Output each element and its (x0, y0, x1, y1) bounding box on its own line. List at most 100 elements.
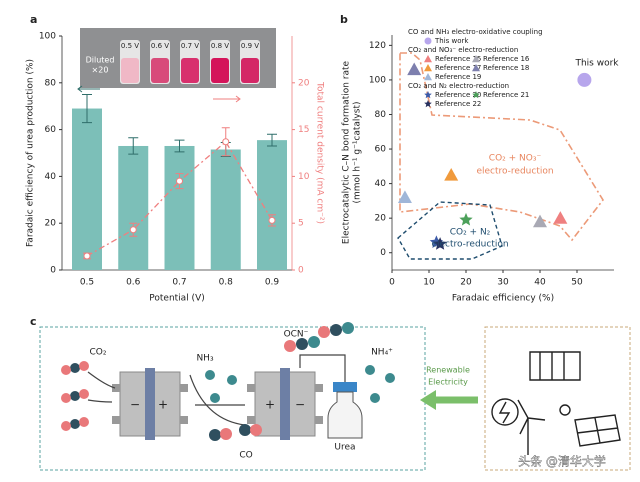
y-axis-label: (mmol h⁻¹ g⁻¹catalyst) (353, 102, 363, 204)
point (129, 226, 137, 234)
y-tick-label: 80 (45, 78, 57, 88)
y2-axis-label: Total current density (mA cm⁻²) (315, 81, 325, 224)
diagram-label: − (295, 398, 305, 412)
panel-label: c (30, 315, 37, 328)
inset-note: ×20 (92, 66, 109, 75)
y-tick-label: 40 (375, 179, 387, 189)
point (222, 138, 230, 146)
annotation: This work (574, 59, 619, 69)
point (268, 216, 276, 224)
x-tick-label: 50 (571, 278, 583, 288)
electrolyzer (112, 368, 323, 440)
y2-tick-label: 15 (298, 125, 309, 135)
legend-swatch (424, 64, 432, 72)
diagram-label: NH₄⁺ (371, 348, 393, 358)
bar (72, 108, 102, 270)
bar (257, 140, 287, 270)
point (533, 214, 547, 228)
legend-swatch (424, 73, 432, 81)
y2-tick-label: 10 (298, 172, 310, 182)
legend-group-title: CO₂ and NO₃⁻ electro-reduction (408, 46, 518, 54)
vial-label: 0.6 V (151, 42, 169, 50)
point (577, 72, 592, 87)
power-box (484, 326, 631, 471)
y-tick-label: 20 (45, 219, 57, 229)
vial-liquid (181, 58, 199, 83)
x-tick-label: 0.6 (126, 278, 141, 288)
power-icons (491, 351, 621, 455)
power-arrow (420, 390, 436, 410)
watermark: 头条 @清华大学 (518, 454, 606, 469)
diagram-label: − (130, 398, 140, 412)
region-outline (397, 201, 503, 260)
diagram-label: OCN⁻ (284, 330, 309, 340)
legend-label: Reference 17 (435, 64, 481, 72)
error-bar (128, 137, 139, 155)
error-bar (82, 94, 92, 124)
y-axis-label: Faradaic efficiency of urea production (… (26, 59, 36, 247)
y-tick-label: 60 (375, 145, 387, 155)
legend-swatch (472, 55, 480, 63)
legend-label: Reference 15 (435, 55, 481, 63)
legend-swatch (424, 37, 432, 45)
annotation: electro-reduction (431, 240, 508, 250)
y2-tick-label: 0 (298, 266, 304, 276)
legend-swatch (472, 91, 480, 99)
axis-arrow (213, 95, 241, 103)
point (553, 211, 568, 224)
diagram-label: Urea (334, 443, 355, 453)
annotation: CO₂ + NO₃⁻ (489, 154, 542, 164)
x-tick-label: 40 (534, 278, 546, 288)
x-tick-label: 0.5 (80, 278, 94, 288)
y-tick-label: 120 (369, 41, 386, 51)
x-tick-label: 10 (423, 278, 435, 288)
legend-label: Reference 21 (483, 91, 529, 99)
legend-label: Reference 20 (435, 91, 481, 99)
legend-group-title: CO and NH₃ electro-oxidative coupling (408, 28, 543, 36)
legend-label: Reference 22 (435, 100, 481, 108)
diagram-label: + (158, 398, 168, 412)
vial-liquid (211, 58, 229, 83)
y-tick-label: 100 (369, 75, 386, 85)
legend-label: Reference 16 (483, 55, 530, 63)
x-axis-label: Potential (V) (149, 294, 204, 304)
x-tick-label: 0.9 (265, 278, 280, 288)
x-tick-label: 0 (389, 278, 395, 288)
error-bar (174, 139, 185, 153)
point (407, 62, 422, 76)
axis-arrow (77, 85, 100, 93)
y-axis-label: Electrocatalytic C–N bond formation rate (342, 60, 352, 244)
line (86, 140, 273, 257)
point (176, 177, 183, 185)
diagram-label: Renewable (426, 366, 470, 375)
legend-label: This work (434, 37, 469, 45)
vial-liquid (151, 58, 169, 83)
diagram-label: + (265, 398, 275, 412)
y-tick-label: 0 (380, 248, 386, 258)
vial-label: 0.5 V (121, 42, 139, 50)
x-tick-label: 30 (497, 278, 509, 288)
y-tick-label: 0 (50, 266, 56, 276)
legend-group-title: CO₂ and N₂ electro-reduction (408, 82, 509, 90)
vial-label: 0.9 V (241, 42, 259, 50)
legend-swatch (472, 64, 480, 72)
point (433, 237, 447, 250)
bar (118, 145, 149, 270)
vial-label: 0.7 V (181, 42, 199, 50)
inset-note: Diluted (86, 56, 115, 65)
y-tick-label: 100 (39, 32, 56, 42)
y-tick-label: 60 (45, 125, 57, 135)
x-axis-label: Faradaic efficiency (%) (452, 294, 554, 304)
diagram-label: CO (239, 451, 252, 461)
point (83, 252, 91, 260)
bar (164, 145, 195, 270)
diagram-label: Electricity (428, 378, 468, 387)
vial-label: 0.8 V (211, 42, 229, 50)
molecules (61, 322, 395, 441)
y-tick-label: 80 (375, 110, 387, 120)
legend-swatch (424, 55, 432, 63)
y2-tick-label: 5 (298, 219, 304, 229)
x-tick-label: 0.8 (219, 278, 234, 288)
x-tick-label: 20 (460, 278, 472, 288)
y-tick-label: 20 (375, 214, 387, 224)
